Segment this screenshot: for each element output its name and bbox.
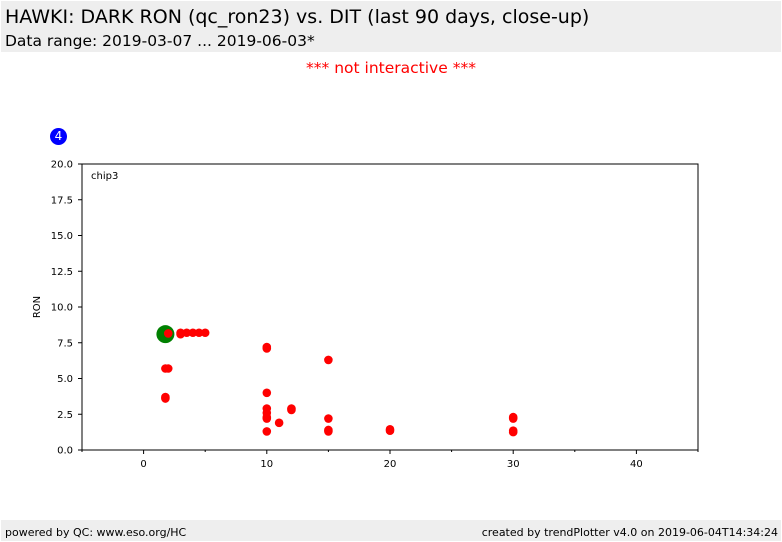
x-tick-label: 0 (140, 459, 146, 470)
y-tick-label: 12.5 (51, 267, 73, 278)
data-range-subtitle: Data range: 2019-03-07 ... 2019-06-03* (5, 32, 315, 50)
data-point (287, 405, 296, 415)
plot-area-frame (81, 163, 699, 451)
panel-label: chip3 (91, 171, 118, 182)
y-axis-title: RON (32, 296, 43, 318)
data-point (262, 344, 272, 353)
data-point (508, 414, 518, 423)
y-tick-label: 20.0 (51, 160, 73, 171)
y-tick-label: 2.5 (57, 410, 73, 421)
not-interactive-notice: *** not interactive *** (306, 59, 476, 77)
chip-number-badge: 4 (50, 128, 67, 145)
footer-bar: powered by QC: www.eso.org/HC created by… (1, 520, 781, 541)
data-point (274, 418, 284, 428)
data-point (194, 328, 204, 338)
data-point (163, 364, 173, 373)
data-point (188, 328, 198, 338)
y-tick-label: 5.0 (57, 374, 73, 385)
y-tick-label: 17.5 (51, 195, 73, 206)
data-point (262, 414, 272, 423)
y-tick-label: 10.0 (51, 303, 73, 314)
y-axis-ticks: 0.0 2.5 5.0 7.5 10.0 12.5 15.0 17.5 20.0 (51, 160, 82, 457)
data-point (262, 427, 272, 436)
data-point (508, 427, 518, 437)
x-tick-label: 30 (507, 459, 520, 470)
data-point (324, 355, 333, 365)
header-bar: HAWKI: DARK RON (qc_ron23) vs. DIT (last… (1, 1, 781, 52)
data-point (262, 388, 272, 398)
created-by-text: created by trendPlotter v4.0 on 2019-06-… (481, 526, 778, 539)
data-points (156, 325, 518, 437)
x-tick-label: 20 (384, 459, 397, 470)
data-point (385, 426, 395, 435)
y-tick-label: 0.0 (57, 446, 73, 457)
data-point (163, 329, 173, 338)
data-point (182, 328, 192, 338)
data-point (161, 394, 170, 403)
x-tick-label: 40 (630, 459, 643, 470)
y-tick-label: 7.5 (57, 338, 73, 349)
page-title: HAWKI: DARK RON (qc_ron23) vs. DIT (last… (5, 6, 590, 28)
data-point (200, 328, 210, 338)
y-tick-label: 15.0 (51, 231, 73, 242)
powered-by-text: powered by QC: www.eso.org/HC (5, 526, 187, 539)
x-axis-ticks: 0 10 20 30 40 (81, 450, 699, 470)
data-point (324, 414, 333, 423)
data-point (324, 427, 333, 436)
x-tick-label: 10 (260, 459, 273, 470)
